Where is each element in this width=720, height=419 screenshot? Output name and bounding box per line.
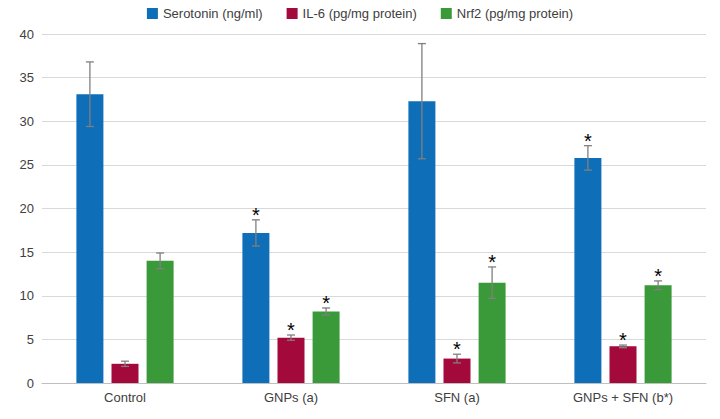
svg-text:30: 30 xyxy=(20,114,34,129)
svg-text:25: 25 xyxy=(20,157,34,172)
svg-text:0: 0 xyxy=(27,376,34,391)
svg-text:Nrf2 (pg/mg protein): Nrf2 (pg/mg protein) xyxy=(457,6,573,21)
svg-text:SFN (a): SFN (a) xyxy=(434,390,480,405)
svg-text:GNPs (a): GNPs (a) xyxy=(264,390,318,405)
svg-text:*: * xyxy=(322,292,330,314)
svg-text:*: * xyxy=(287,319,295,341)
svg-text:*: * xyxy=(584,130,592,152)
svg-text:Serotonin (ng/ml): Serotonin (ng/ml) xyxy=(163,6,263,21)
svg-text:40: 40 xyxy=(20,27,34,42)
svg-text:IL-6 (pg/mg protein): IL-6 (pg/mg protein) xyxy=(303,6,417,21)
svg-text:*: * xyxy=(453,338,461,360)
svg-text:15: 15 xyxy=(20,245,34,260)
svg-text:*: * xyxy=(488,251,496,273)
svg-text:*: * xyxy=(654,265,662,287)
svg-text:10: 10 xyxy=(20,288,34,303)
svg-text:5: 5 xyxy=(27,332,34,347)
svg-text:GNPs + SFN (b*): GNPs + SFN (b*) xyxy=(573,390,673,405)
svg-text:35: 35 xyxy=(20,70,34,85)
svg-text:20: 20 xyxy=(20,201,34,216)
svg-text:*: * xyxy=(252,204,260,226)
svg-text:Control: Control xyxy=(104,390,146,405)
svg-text:*: * xyxy=(619,329,627,351)
